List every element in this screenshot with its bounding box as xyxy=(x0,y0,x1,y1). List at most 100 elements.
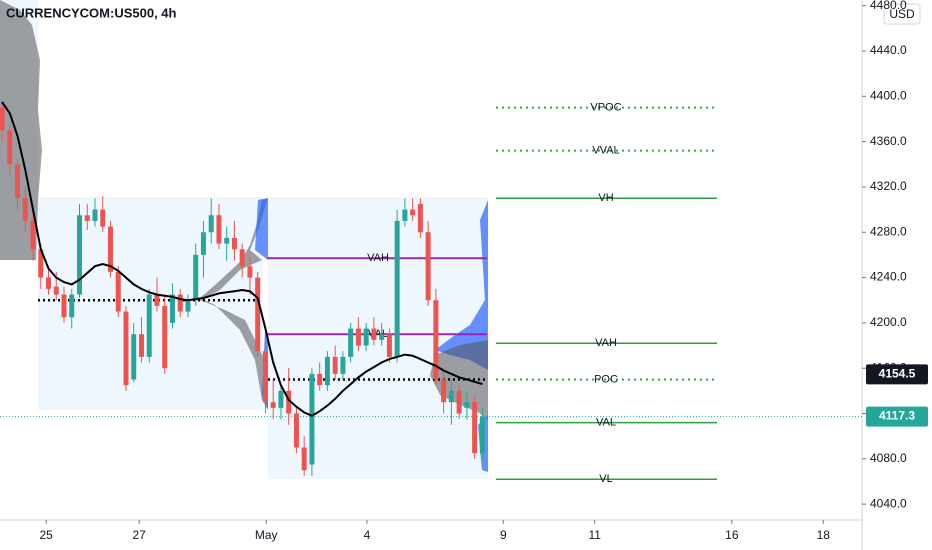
candle-body xyxy=(456,390,462,414)
candle-body xyxy=(15,164,21,199)
level-label: POC xyxy=(594,373,618,385)
y-tick-label: 4280.0 xyxy=(870,224,907,238)
candle-body xyxy=(239,249,245,267)
x-tick-label: 25 xyxy=(39,528,53,542)
currency-label: USD xyxy=(889,7,915,21)
candle-body xyxy=(216,215,222,244)
candle-body xyxy=(433,300,439,380)
candle-body xyxy=(154,294,160,306)
candle-body xyxy=(425,232,431,301)
candle-body xyxy=(61,294,67,318)
y-tick-label: 4360.0 xyxy=(870,134,907,148)
candle-body xyxy=(30,220,36,250)
level-label: VAH xyxy=(595,337,617,349)
candle-body xyxy=(177,294,183,312)
candle-body xyxy=(448,390,454,403)
candle-body xyxy=(278,390,284,408)
candle-body xyxy=(69,294,75,318)
moving-average xyxy=(1,101,483,417)
x-tick-label: 18 xyxy=(817,528,831,542)
candle-body xyxy=(355,328,361,346)
candle-body xyxy=(301,447,307,471)
candle-body xyxy=(162,305,168,369)
candle-body xyxy=(371,328,377,340)
candle-body xyxy=(53,286,59,295)
volume-profile xyxy=(200,198,268,410)
candle-body xyxy=(76,215,82,295)
candle-body xyxy=(0,107,5,131)
candle-body xyxy=(115,271,121,312)
volume-profile xyxy=(0,0,42,260)
candle-body xyxy=(441,379,447,403)
candle-body xyxy=(340,356,346,374)
candle-body xyxy=(363,328,369,346)
candle-body xyxy=(410,209,416,216)
price-badge xyxy=(866,364,928,385)
x-tick-label: May xyxy=(255,528,278,542)
candle-body xyxy=(479,416,485,454)
candle-body xyxy=(417,203,423,233)
candle-body xyxy=(247,266,253,278)
candle-body xyxy=(38,249,44,278)
candle-body xyxy=(169,294,175,323)
candle-body xyxy=(7,130,13,165)
candle-body xyxy=(224,237,230,244)
candle-body xyxy=(131,334,137,380)
candle-body xyxy=(100,209,106,227)
level-label: VH xyxy=(598,192,613,204)
y-tick-label: 4320.0 xyxy=(870,179,907,193)
x-tick-label: 9 xyxy=(500,528,507,542)
candle-body xyxy=(402,209,408,221)
y-tick-label: 4480.0 xyxy=(870,0,907,12)
chart-title: CURRENCYCOM:US500, 4h xyxy=(6,5,177,20)
candle-body xyxy=(394,220,400,357)
candle-body xyxy=(84,215,90,221)
y-tick-label: 4200.0 xyxy=(870,315,907,329)
candle-body xyxy=(324,356,330,386)
y-tick-label: 4440.0 xyxy=(870,43,907,57)
candle-body xyxy=(185,300,191,312)
volume-profile xyxy=(435,200,488,370)
candle-body xyxy=(255,277,261,352)
candle-body xyxy=(270,402,276,408)
candle-body xyxy=(146,294,152,357)
candle-body xyxy=(332,356,338,374)
x-tick-label: 16 xyxy=(725,528,739,542)
level-label: VPOC xyxy=(590,102,621,114)
candle-body xyxy=(107,226,113,272)
candle-body xyxy=(138,334,144,357)
x-tick-label: 27 xyxy=(132,528,146,542)
candle-body xyxy=(200,232,206,255)
y-tick-label: 4080.0 xyxy=(870,451,907,465)
x-tick-label: 11 xyxy=(588,528,601,542)
candle-body xyxy=(262,351,268,403)
candle-body xyxy=(348,328,354,357)
candle-body xyxy=(386,334,392,357)
price-badge xyxy=(866,406,928,427)
candle-body xyxy=(92,209,98,221)
y-tick-label: 4240.0 xyxy=(870,270,907,284)
candle-body xyxy=(123,311,129,386)
candle-body xyxy=(286,390,292,414)
candle-body xyxy=(464,402,470,408)
candle-body xyxy=(317,373,323,386)
candle-body xyxy=(193,254,199,301)
candle-body xyxy=(22,198,28,221)
candle-body xyxy=(208,215,214,233)
candle-body xyxy=(309,373,315,465)
candle-body xyxy=(231,237,237,250)
price-badge-label: 4117.3 xyxy=(879,409,915,423)
candle-body xyxy=(293,413,299,448)
level-label: VAL xyxy=(596,416,616,428)
candle-body xyxy=(379,334,385,340)
x-tick-label: 4 xyxy=(364,528,371,542)
y-tick-label: 4040.0 xyxy=(870,496,907,510)
level-label: VL xyxy=(599,473,612,485)
volume-profile xyxy=(255,198,268,260)
session-level-label: VAH xyxy=(367,252,389,264)
candle-body xyxy=(46,277,52,289)
price-badge-label: 4154.5 xyxy=(879,367,916,381)
currency-box[interactable] xyxy=(883,3,921,25)
candle-body xyxy=(472,402,478,454)
